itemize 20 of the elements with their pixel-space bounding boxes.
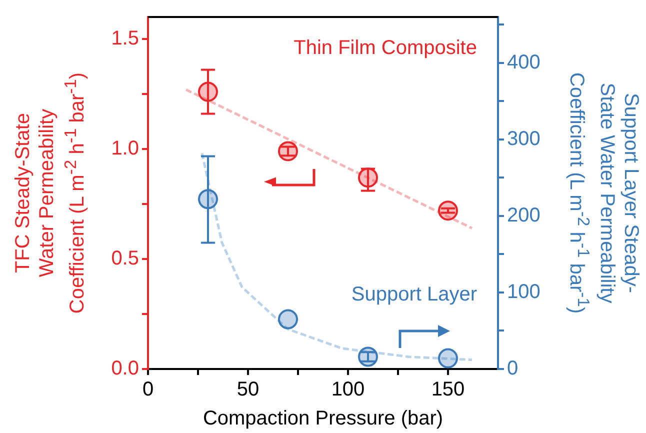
x-tick-label: 100: [331, 378, 365, 401]
y2-tick-label: 100: [507, 280, 540, 303]
x-tick-label: 150: [431, 378, 465, 401]
x-tick-label: 50: [236, 378, 260, 401]
text: Thin Film Composite: [294, 37, 477, 60]
point: [278, 141, 298, 162]
x-tick-label: 0: [142, 378, 154, 401]
y2-tick-label: 300: [507, 128, 540, 150]
y-tick-label: 1.0: [111, 138, 139, 160]
y2-tick-label: 200: [507, 204, 540, 226]
point: [278, 309, 298, 330]
y-tick-label: 1.5: [111, 28, 139, 50]
y-tick-label: 0.0: [111, 358, 139, 380]
point: [358, 346, 378, 367]
text: Support Layer: [351, 284, 478, 306]
y2-tick-label: 0: [507, 358, 518, 380]
x-axis-title: Compaction Pressure (bar): [202, 408, 444, 430]
y2-tick-label: 400: [507, 51, 540, 74]
y-tick-label: 0.5: [111, 248, 139, 270]
point: [438, 348, 458, 368]
